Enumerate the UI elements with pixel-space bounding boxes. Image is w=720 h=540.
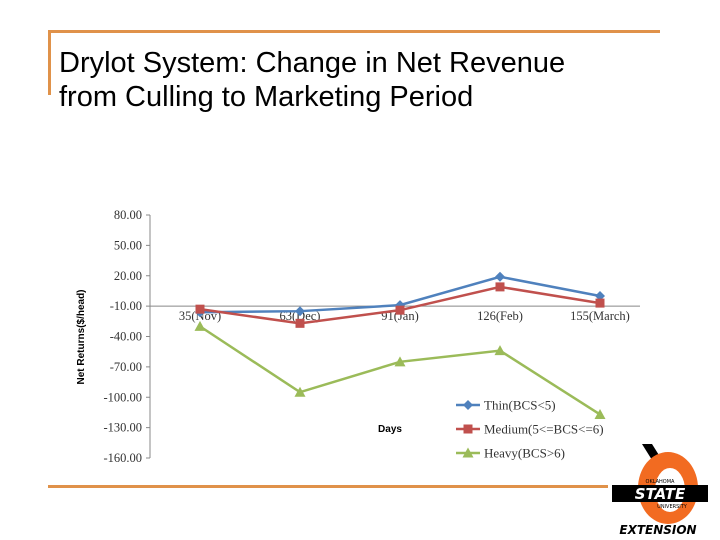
slide-bottom-rule	[48, 485, 608, 488]
data-point	[462, 447, 474, 458]
legend-entry: Medium(5<=BCS<=6)	[456, 422, 604, 437]
legend-label: Medium(5<=BCS<=6)	[484, 422, 604, 437]
data-point	[394, 356, 406, 367]
data-point	[195, 304, 205, 314]
series	[194, 320, 606, 419]
data-point	[463, 424, 473, 434]
x-axis: 35(Nov)63(Dec)91(Jan)126(Feb)155(March)	[150, 305, 640, 323]
y-tick-label: -100.00	[103, 390, 142, 404]
x-tick-label: 155(March)	[570, 309, 630, 323]
data-point	[295, 306, 305, 317]
series	[195, 282, 605, 328]
data-point	[595, 298, 605, 308]
x-axis-title: Days	[378, 424, 402, 435]
logo-extension-text: EXTENSION	[619, 523, 696, 537]
logo-state-text: STATE	[635, 485, 686, 503]
y-tick-label: -10.00	[110, 299, 142, 313]
logo-state-band	[612, 485, 708, 502]
data-point	[495, 271, 505, 282]
y-tick-label: 80.00	[114, 208, 142, 222]
slide-title-line-2: from Culling to Marketing Period	[59, 81, 474, 113]
y-tick-label: -160.00	[103, 451, 142, 465]
legend-entry: Heavy(BCS>6)	[456, 446, 565, 461]
title-frame-top-rule	[48, 30, 660, 33]
legend-entry: Thin(BCS<5)	[456, 398, 556, 413]
data-point	[463, 400, 473, 410]
x-tick-label: 126(Feb)	[477, 309, 523, 323]
slide-title-line-1: Drylot System: Change in Net Revenue	[59, 47, 566, 79]
data-point	[595, 291, 605, 301]
data-point	[395, 305, 405, 315]
logo-oklahoma-text: OKLAHOMA	[646, 479, 676, 485]
y-tick-label: -70.00	[110, 360, 142, 374]
y-tick-label: 20.00	[114, 269, 142, 283]
chart-series	[194, 271, 606, 419]
data-point	[294, 386, 306, 397]
legend-label: Thin(BCS<5)	[484, 398, 556, 413]
title-frame-left-rule	[48, 30, 51, 95]
y-axis: 80.00 50.00 20.00 -10.00 -40.00 -70.00 -100.00…	[103, 208, 151, 465]
logo-university-text: UNIVERSITY	[657, 504, 688, 510]
data-point	[495, 282, 505, 292]
chart-legend: Thin(BCS<5) Medium(5<=BCS<=6) Heavy(BCS>6)	[456, 398, 604, 461]
slide-title: Drylot System: Change in Net Revenue fro…	[59, 46, 659, 114]
data-point	[194, 320, 206, 331]
data-point	[494, 345, 506, 356]
y-tick-label: -40.00	[110, 330, 142, 344]
net-returns-line-chart: 80.00 50.00 20.00 -10.00 -40.00 -70.00 -100.00…	[76, 208, 640, 465]
data-point	[594, 408, 606, 419]
data-point	[295, 318, 305, 328]
oklahoma-state-extension-logo: OKLAHOMA STATE UNIVERSITY EXTENSION	[612, 444, 708, 537]
y-axis-title: Net Returns($/head)	[76, 289, 87, 384]
y-tick-label: 50.00	[114, 238, 142, 252]
legend-label: Heavy(BCS>6)	[484, 446, 565, 461]
y-tick-label: -130.00	[103, 421, 142, 435]
